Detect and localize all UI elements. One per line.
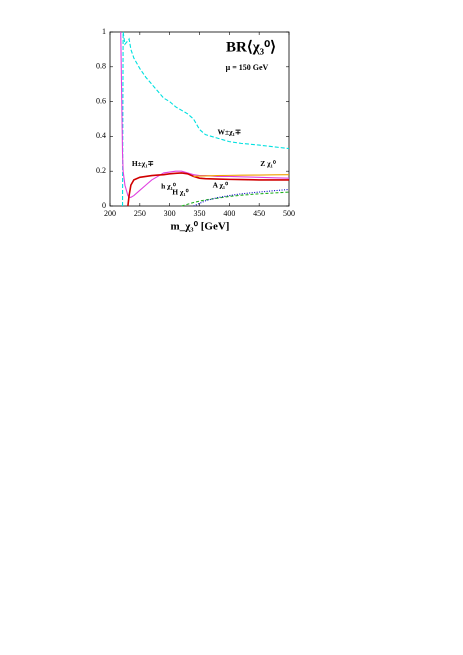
series-line [127,172,289,207]
y-tick-label: 0.2 [96,166,106,175]
curve-label: H±χ₁∓ [132,159,155,168]
curve-label: h χ₁⁰ [161,182,177,191]
x-tick-label: 250 [134,209,146,218]
y-tick-label: 1 [102,27,106,36]
x-tick-label: 400 [223,209,235,218]
series-line [120,31,290,198]
curve-label: H χ₁⁰ [172,188,189,197]
curve-label: Z χ₁⁰ [260,159,277,168]
chart-title: BR⟨χ₃⁰⟩ [226,39,276,55]
curve-label: A χ₁⁰ [213,181,230,190]
curve-label: W±χ₁∓ [218,128,242,137]
x-tick-label: 350 [194,209,206,218]
x-axis-label: m_χ₃⁰ [GeV] [171,221,230,233]
x-tick-label: 200 [104,209,116,218]
y-tick-label: 0.8 [96,62,106,71]
y-tick-label: 0 [102,201,106,210]
x-tick-label: 500 [283,209,295,218]
series-line [193,188,290,207]
series-line [181,191,290,207]
y-tick-label: 0.4 [96,131,106,140]
y-tick-label: 0.6 [96,96,106,105]
chart-subtitle: μ = 150 GeV [226,63,269,72]
series-line [193,174,290,177]
x-tick-label: 300 [164,209,176,218]
x-tick-label: 450 [253,209,265,218]
series-line [121,31,290,207]
